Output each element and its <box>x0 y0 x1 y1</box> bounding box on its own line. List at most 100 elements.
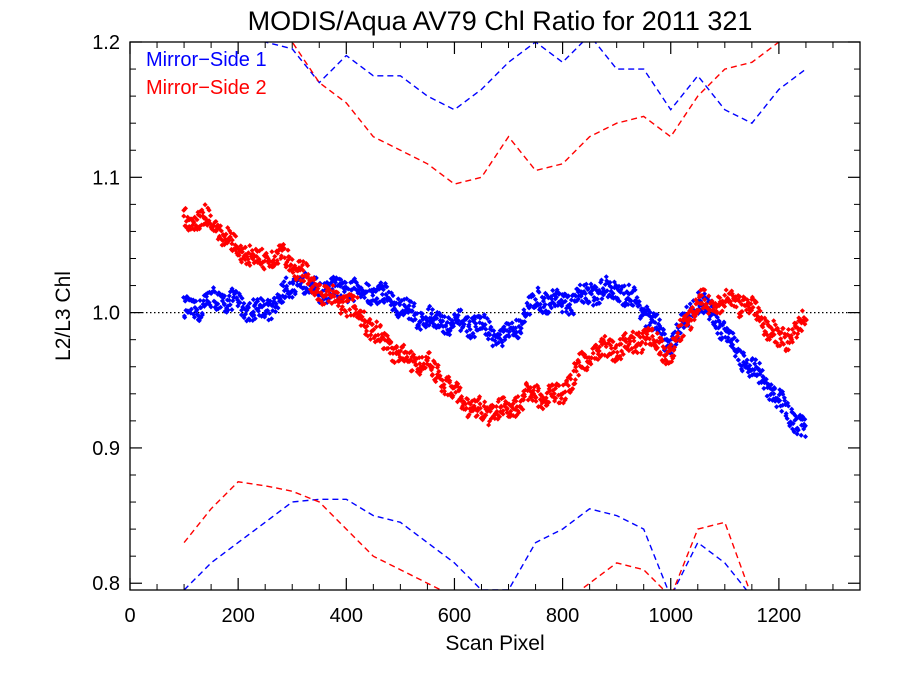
data-point <box>280 299 286 305</box>
data-point <box>305 263 311 269</box>
data-point <box>290 281 296 287</box>
data-point <box>455 381 461 387</box>
data-point <box>763 376 769 382</box>
data-point <box>242 311 249 317</box>
data-point <box>649 333 656 339</box>
data-point <box>226 293 232 299</box>
data-point <box>439 377 446 383</box>
data-point <box>441 382 447 388</box>
data-point <box>467 326 473 332</box>
data-point <box>483 326 489 332</box>
data-point <box>247 243 253 249</box>
data-point <box>429 306 436 313</box>
data-point <box>508 408 514 414</box>
data-point <box>394 343 400 349</box>
data-point <box>434 315 440 321</box>
data-point <box>387 350 393 356</box>
data-point <box>543 395 549 401</box>
data-point <box>311 275 317 281</box>
data-point <box>288 262 294 268</box>
data-point <box>722 303 728 310</box>
y-axis-label: L2/L3 Chl <box>52 271 75 361</box>
data-point <box>191 314 198 320</box>
data-point <box>326 298 332 304</box>
data-point <box>546 388 552 394</box>
data-point <box>443 323 449 329</box>
data-point <box>268 316 275 322</box>
data-point <box>565 383 571 389</box>
data-point <box>483 412 489 418</box>
data-point <box>343 309 349 315</box>
data-point <box>368 301 374 307</box>
data-point <box>181 213 187 219</box>
data-point <box>582 291 588 297</box>
data-point <box>640 347 646 353</box>
data-point <box>556 383 562 389</box>
data-point <box>419 311 425 317</box>
data-point <box>227 302 233 308</box>
data-point <box>542 301 548 308</box>
data-point <box>222 293 228 299</box>
x-axis-label: Scan Pixel <box>445 632 544 655</box>
data-point <box>422 365 428 371</box>
data-point <box>643 341 649 347</box>
data-point <box>275 305 281 311</box>
data-point <box>348 312 354 318</box>
data-point <box>504 405 510 411</box>
data-point <box>478 314 484 320</box>
data-point <box>223 231 229 237</box>
data-point <box>634 294 640 301</box>
data-point <box>523 380 529 386</box>
data-point <box>490 343 496 349</box>
data-point <box>409 308 415 315</box>
data-point <box>354 294 361 301</box>
data-point <box>401 342 407 348</box>
data-point <box>730 342 736 348</box>
data-point <box>305 271 311 277</box>
data-point <box>226 297 232 303</box>
data-point <box>301 278 307 284</box>
data-point <box>374 319 380 325</box>
data-point <box>794 431 800 437</box>
data-point <box>282 294 289 300</box>
data-point <box>649 326 655 332</box>
data-point <box>532 296 539 302</box>
data-point <box>358 322 364 329</box>
data-point <box>429 311 435 317</box>
data-point <box>208 304 214 310</box>
data-point <box>450 393 456 399</box>
data-point <box>390 350 396 356</box>
data-point <box>457 385 463 391</box>
data-point <box>196 226 203 232</box>
data-point <box>281 279 287 285</box>
data-point <box>330 282 336 289</box>
axes-layer: 0 200 400 600 800 1000 1200 0.8 0.9 1.0 1.1 1.2 <box>92 32 861 627</box>
data-point <box>662 331 668 337</box>
data-point <box>464 328 470 334</box>
data-point <box>536 385 542 392</box>
x-tick-label: 200 <box>221 605 254 627</box>
data-point <box>657 351 664 357</box>
data-point <box>614 349 620 355</box>
data-point <box>779 408 785 414</box>
data-point <box>465 314 471 320</box>
data-point <box>478 410 485 416</box>
data-point <box>447 332 453 338</box>
data-point <box>541 295 547 301</box>
y-tick-label: 1.1 <box>92 167 120 189</box>
data-point <box>477 405 483 411</box>
data-point <box>714 310 720 316</box>
data-point <box>237 300 243 306</box>
data-point <box>226 238 232 244</box>
data-point <box>233 288 239 294</box>
data-point <box>349 279 355 285</box>
data-point <box>795 331 801 337</box>
data-point <box>552 385 559 391</box>
data-point <box>482 399 488 405</box>
y-tick-label: 1.2 <box>92 32 120 54</box>
data-point <box>677 330 684 336</box>
data-point <box>659 338 665 344</box>
data-point <box>674 333 680 339</box>
data-point <box>802 416 808 422</box>
